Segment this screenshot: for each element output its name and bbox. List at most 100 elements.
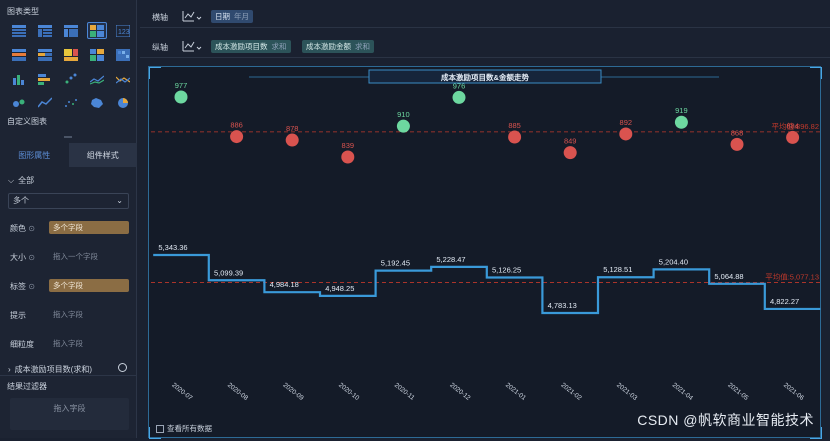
y-axis-row: 纵轴 成本激励项目数求和 成本激励金额求和 [140,34,830,58]
kpi-card-icon[interactable]: 123 [113,22,133,39]
x-tick-label: 2020-12 [448,382,471,402]
scatter-bar-icon[interactable] [61,70,81,87]
corner-bracket-tr [810,67,822,79]
amount-data-label: 4,822.27 [770,297,799,306]
prop-label-label: 标签 ⊙ [10,281,35,292]
ref-line-label: 平均值:5,077.13 [765,272,819,282]
count-data-label: 849 [564,137,577,146]
count-data-label: 886 [230,121,243,130]
prop-granularity-label: 细粒度 [10,339,34,350]
visibility-toggle-icon[interactable] [118,363,127,372]
amount-data-label: 5,192.45 [381,259,410,268]
section-all-label: 全部 [18,175,34,186]
x-axis-name: 横轴 [152,12,168,23]
svg-text:123: 123 [118,29,130,36]
y-axis-field-count[interactable]: 成本激励项目数求和 [211,40,291,53]
tab-component-style[interactable]: 组件样式 [69,143,138,167]
prop-color-label: 颜色 ⊙ [10,223,35,234]
count-point [675,116,688,129]
help-icon: ⊙ [28,253,35,262]
calendar-heat-icon[interactable] [113,46,133,63]
show-all-data-label: 查看所有数据 [167,423,212,434]
count-point [230,130,243,143]
amount-data-label: 4,948.25 [325,284,354,293]
y-axis-type-icon[interactable] [182,40,202,54]
count-point [397,120,410,133]
result-filter-dropzone[interactable]: 拖入字段 [10,398,129,430]
grouped-table-icon[interactable] [35,22,55,39]
y-axis-field-amount[interactable]: 成本激励金额求和 [302,40,374,53]
result-filter-title: 结果过滤器 [7,381,47,392]
count-data-label: 892 [620,118,633,127]
count-data-label: 884 [786,121,799,130]
amount-step-line [153,255,820,313]
chevron-down-icon: ⌵ [8,176,14,186]
x-axis-type-icon[interactable] [182,10,202,24]
panel-resize-handle[interactable] [64,136,72,138]
prop-size-label: 大小 ⊙ [10,252,35,263]
x-tick-label: 2020-07 [170,382,193,402]
series-select[interactable]: 多个 ⌄ [8,193,129,209]
chevron-down-icon: ⌄ [116,194,123,208]
count-data-label: 910 [397,110,410,119]
pie-chart-icon[interactable] [113,94,133,111]
bubble-chart-icon[interactable] [9,94,29,111]
x-tick-label: 2020-11 [393,382,416,402]
chart-types-title: 图表类型 [7,6,39,17]
count-data-label: 839 [342,141,355,150]
detail-table-icon[interactable] [87,22,107,39]
series-item-label: 成本激励项目数(求和) [15,364,92,375]
stacked-bar-icon[interactable] [35,70,55,87]
help-icon: ⊙ [28,282,35,291]
amount-data-label: 5,204.40 [659,257,688,266]
prop-size-field[interactable]: 拖入一个字段 [49,250,129,263]
amount-data-label: 5,128.51 [603,265,632,274]
help-icon: ⊙ [28,224,35,233]
scatter-chart-icon[interactable] [61,94,81,111]
count-data-label: 976 [453,81,466,90]
chart-type-grid: 123 [9,22,133,111]
prop-tooltip-field[interactable]: 拖入字段 [49,308,129,321]
count-point [175,91,188,104]
x-tick-label: 2021-01 [504,382,527,402]
checkbox[interactable] [156,425,164,433]
count-data-label: 919 [675,106,688,115]
show-all-data[interactable]: 查看所有数据 [156,423,212,434]
amount-data-label: 5,099.39 [214,268,243,277]
prop-granularity-field[interactable]: 拖入字段 [49,337,129,350]
property-tabs: 图形属性 组件样式 [0,143,137,167]
left-panel: 图表类型 123 自定义图表 图形属性 组件样式 ⌵ 全部 多个 [0,0,137,438]
cross-table-icon[interactable] [61,22,81,39]
color-table-icon[interactable] [9,46,29,63]
section-all[interactable]: ⌵ 全部 [8,175,34,186]
axis-config-bar: 横轴 日期年月 纵轴 成本激励项目数求和 成本激励金额求和 [140,0,830,62]
amount-data-label: 5,343.36 [158,243,187,252]
matrix-icon[interactable] [87,46,107,63]
amount-data-label: 5,228.47 [436,255,465,264]
x-axis-field[interactable]: 日期年月 [211,10,253,23]
prop-tooltip-label: 提示 [10,310,26,321]
count-data-label: 977 [175,81,188,90]
divider [0,375,137,376]
bar-chart-icon[interactable] [9,70,29,87]
count-point [786,131,799,144]
series-item[interactable]: › 成本激励项目数(求和) [8,364,92,375]
count-point [341,151,354,164]
prop-label-field[interactable]: 多个字段 [49,279,129,292]
map-chart-icon[interactable] [87,94,107,111]
tab-graph-props[interactable]: 图形属性 [0,143,69,167]
line-chart-icon[interactable] [35,94,55,111]
table-chart-icon[interactable] [9,22,29,39]
amount-data-label: 4,984.18 [270,280,299,289]
custom-chart-label[interactable]: 自定义图表 [7,116,47,127]
amount-data-label: 4,783.13 [548,301,577,310]
x-tick-label: 2020-10 [337,382,360,402]
area-chart-icon[interactable] [113,70,133,87]
count-point [619,127,632,140]
heat-table-icon[interactable] [35,46,55,63]
treemap-icon[interactable] [61,46,81,63]
multi-line-icon[interactable] [87,70,107,87]
count-point [453,91,466,104]
prop-color-field[interactable]: 多个字段 [49,221,129,234]
